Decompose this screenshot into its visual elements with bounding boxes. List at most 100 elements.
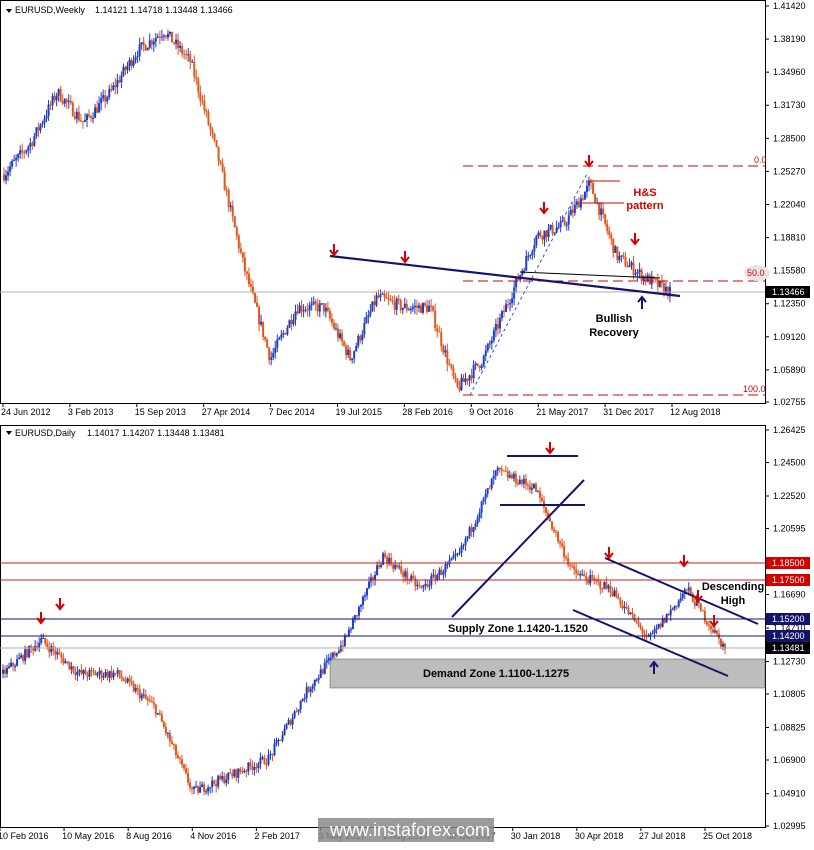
candle-body — [219, 775, 222, 780]
x-tick-label: 27 Jul 2018 — [639, 831, 686, 841]
weekly-price-box — [766, 286, 810, 298]
candle-body — [442, 572, 445, 575]
candle-body — [24, 649, 27, 661]
candle-body — [456, 378, 459, 387]
candle-body — [104, 95, 107, 102]
candle-body — [217, 775, 220, 787]
candle-body — [172, 743, 175, 746]
candle-body — [262, 321, 265, 338]
candle-body — [148, 40, 151, 48]
candle-body — [50, 646, 53, 653]
candle-body — [221, 776, 224, 780]
candle-body — [390, 557, 393, 565]
candle-body — [207, 112, 210, 125]
candle-body — [48, 647, 51, 653]
candle-body — [305, 686, 308, 699]
candle-body — [508, 475, 511, 478]
candle-body — [96, 673, 99, 676]
candle-body — [158, 713, 161, 715]
fib-label-0: 0.0 — [754, 155, 767, 165]
candle-body — [424, 303, 427, 306]
y-tick-label: 1.25270 — [773, 166, 806, 176]
x-tick-label: 25 Oct 2018 — [703, 831, 752, 841]
daily-symbol: EURUSD,Daily — [15, 428, 76, 438]
candle-body — [81, 121, 84, 123]
candle-body — [138, 689, 141, 699]
candle-body — [597, 580, 600, 582]
candle-body — [154, 704, 157, 715]
candle-body — [667, 613, 670, 616]
candle-body — [337, 651, 340, 653]
candle-body — [243, 257, 246, 272]
candle-body — [292, 319, 295, 325]
candle-body — [313, 679, 316, 687]
candle-body — [306, 309, 309, 311]
candle-body — [403, 303, 406, 308]
candle-body — [46, 643, 49, 648]
candle-body — [721, 643, 724, 647]
candle-body — [158, 36, 161, 38]
candle-body — [547, 228, 550, 237]
candle-body — [413, 305, 416, 308]
candle-body — [199, 787, 202, 793]
candle-body — [555, 227, 558, 233]
candle-body — [215, 783, 218, 787]
candle-body — [444, 564, 447, 573]
candle-body — [518, 479, 521, 485]
candle-body — [679, 598, 682, 601]
candle-body — [468, 375, 471, 381]
candle-body — [239, 248, 242, 253]
candle-body — [458, 386, 461, 391]
candle-body — [62, 657, 65, 664]
candle-body — [319, 669, 322, 678]
candle-body — [311, 686, 314, 689]
y-tick-label: 1.08825 — [773, 722, 806, 732]
arrow-down-icon — [55, 598, 65, 611]
candle-body — [412, 575, 415, 579]
candle-body — [603, 582, 606, 589]
candle-body — [610, 234, 613, 239]
candle-body — [187, 772, 190, 783]
candle-body — [618, 256, 621, 261]
fib-label-100: 100.0 — [743, 384, 766, 394]
candle-body — [279, 739, 282, 741]
candle-body — [604, 214, 607, 224]
candle-body — [72, 666, 75, 672]
candle-body — [74, 671, 77, 676]
candle-body — [428, 305, 431, 312]
y-tick-label: 1.38190 — [773, 34, 806, 44]
x-tick-label: 9 Oct 2016 — [469, 407, 513, 417]
candle-body — [79, 120, 82, 122]
x-tick-label: 10 May 2016 — [62, 831, 114, 841]
y-tick-label: 1.26425 — [773, 425, 806, 435]
candle-body — [332, 322, 335, 329]
x-tick-label: 3 Feb 2013 — [68, 407, 114, 417]
weekly-collapse-icon[interactable] — [6, 9, 12, 13]
candle-body — [100, 670, 103, 678]
candle-body — [243, 770, 246, 773]
recovery-label-1: Bullish — [596, 313, 633, 325]
y-tick-label: 1.24500 — [773, 458, 806, 468]
y-tick-label: 1.31730 — [773, 100, 806, 110]
candle-body — [328, 310, 331, 319]
x-tick-label: 7 Dec 2014 — [269, 407, 315, 417]
candle-body — [12, 662, 15, 667]
candle-body — [124, 66, 127, 70]
candle-body — [18, 657, 21, 660]
candle-body — [393, 301, 396, 310]
candle-body — [231, 205, 234, 217]
candle-body — [538, 491, 541, 498]
y-tick-label: 1.15580 — [773, 266, 806, 276]
candle-body — [215, 140, 218, 147]
candle-body — [355, 346, 358, 352]
candle-body — [10, 662, 13, 667]
candle-body — [37, 127, 40, 131]
candle-body — [201, 100, 204, 102]
arrow-down-icon — [630, 233, 640, 246]
daily-collapse-icon[interactable] — [6, 431, 12, 435]
level-box-1175 — [766, 574, 810, 586]
candle-body — [301, 699, 304, 702]
candle-body — [632, 262, 635, 275]
candle-body — [3, 174, 5, 181]
candle-body — [130, 681, 133, 684]
